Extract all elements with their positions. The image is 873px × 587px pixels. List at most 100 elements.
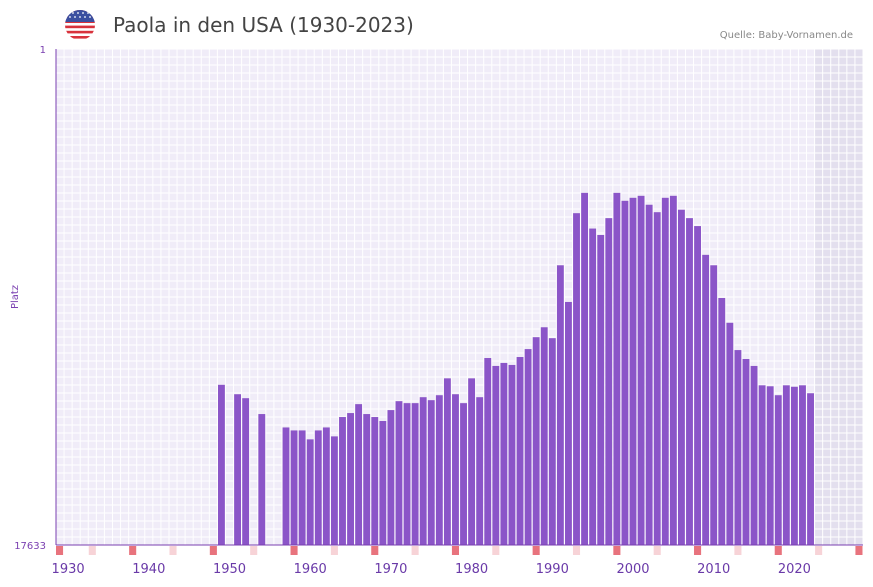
bar-1976 [435,395,443,545]
x-tick-mark [451,546,459,555]
x-tick-mark [855,546,863,555]
bar-1986 [516,357,524,545]
bar-2016 [758,385,766,545]
bar-1982 [484,358,492,545]
x-tick-mark [653,546,661,555]
bar-1954 [258,414,266,545]
bar-2002 [645,204,653,545]
bar-1979 [460,403,467,545]
x-tick-label: 1960 [294,562,327,577]
x-tick-mark [572,546,581,555]
bar-1981 [476,397,484,545]
bar-1985 [508,364,516,545]
bar-1991 [556,265,564,545]
bar-1998 [613,192,621,545]
bar-1974 [419,397,427,545]
bar-2010 [710,265,718,545]
bar-2004 [661,197,669,546]
bar-2000 [629,197,637,546]
bar-1962 [322,427,330,545]
x-tick-label: 1970 [374,562,407,577]
bar-2001 [637,195,645,546]
bar-1964 [339,417,346,545]
bar-1968 [371,417,379,545]
bar-1965 [347,413,354,545]
bar-1999 [621,200,629,545]
bar-2005 [669,195,677,546]
bar-1949 [218,384,225,545]
bar-2019 [782,385,790,545]
bar-2011 [718,297,726,545]
bar-1971 [395,401,403,545]
x-tick-label: 2010 [697,562,730,577]
bar-1996 [597,235,605,545]
bar-2008 [694,226,701,545]
bar-1973 [411,403,419,545]
source-label: Quelle: Baby-Vornamen.de [719,30,853,41]
bar-1959 [298,430,306,545]
bar-1977 [443,378,451,545]
x-tick-mark [129,546,137,555]
x-tick-mark [169,546,177,555]
bar-1984 [500,362,508,545]
bar-1970 [387,410,395,545]
bar-1963 [330,436,338,545]
bar-2014 [742,359,750,545]
bar-1960 [306,439,314,545]
bar-1975 [427,400,435,545]
x-tick-label: 1950 [213,562,246,577]
bar-1989 [540,327,548,545]
bar-1992 [565,301,572,545]
bar-2013 [734,350,742,545]
bar-1997 [605,218,613,546]
bar-1951 [234,394,242,545]
bar-1952 [242,398,250,545]
bar-2007 [686,218,693,546]
x-tick-label: 1980 [455,562,488,577]
bar-1969 [379,421,387,545]
x-tick-mark [774,546,782,555]
x-tick-mark [88,546,96,555]
x-tick-mark [694,546,702,555]
x-tick-mark [56,546,64,555]
bar-2021 [799,385,806,545]
x-tick-mark [734,546,742,555]
bar-2022 [807,393,814,545]
bar-1994 [581,192,589,545]
x-tick-mark [330,546,338,555]
bar-2003 [653,212,661,545]
y-axis-title: Platz [10,285,21,309]
x-tick-mark [815,546,823,555]
x-tick-mark [492,546,500,555]
x-tick-mark [613,546,621,555]
x-tick-mark [290,546,298,555]
bar-1983 [492,365,500,545]
bar-1993 [573,213,580,545]
y-tick-label-bottom: 17633 [14,541,46,552]
bar-2020 [790,386,798,545]
bar-2012 [726,322,734,545]
bar-1995 [589,228,597,545]
bar-1988 [532,337,540,545]
bar-2006 [677,209,685,546]
x-tick-mark [250,546,258,555]
x-tick-mark [411,546,419,555]
x-tick-label: 1930 [52,562,85,577]
bar-1987 [524,349,532,545]
bar-1958 [290,430,298,545]
bar-1972 [403,403,411,545]
x-tick-mark [532,546,540,555]
bar-1990 [548,338,556,545]
usa-flag-icon [65,10,95,40]
bar-2015 [750,365,758,545]
x-tick-label: 2020 [778,562,811,577]
bar-1967 [363,414,371,545]
x-tick-mark [371,546,379,555]
x-tick-mark [209,546,217,555]
bar-1966 [355,404,363,545]
bar-2017 [766,386,774,545]
bar-1978 [452,394,459,545]
bar-1957 [282,427,290,545]
x-tick-label: 1940 [132,562,165,577]
